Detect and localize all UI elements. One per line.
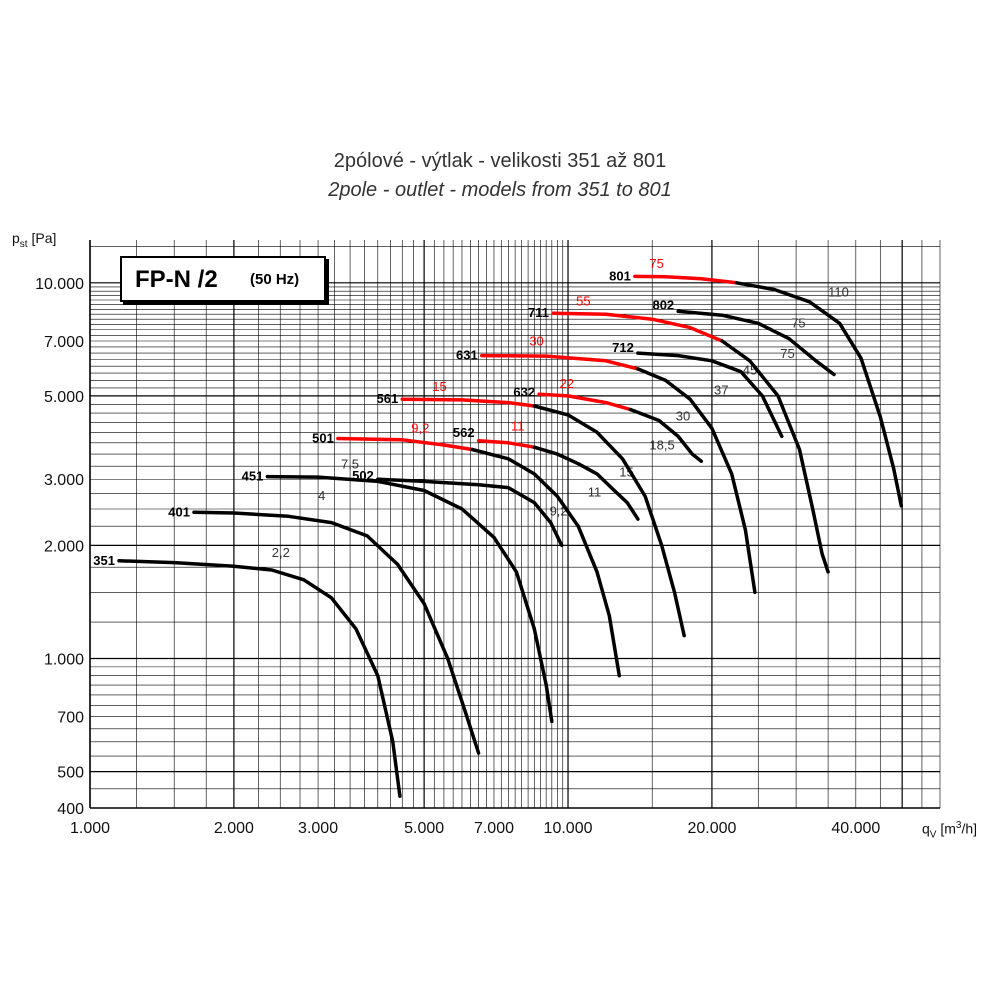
chart-subtitle: 2pole - outlet - models from 351 to 801 [328,179,672,201]
series-curve-501-ext- [470,447,622,678]
model-label: 501 [312,431,334,446]
y-tick-label: 2.000 [44,538,84,555]
series-curve-632-ext- [628,407,704,463]
series-curve-561 [400,397,537,408]
power-label: 30 [676,409,690,424]
series-curve-451 [265,474,554,724]
power-label: 30 [529,334,543,349]
series-curve-711 [551,311,724,343]
power-label: 55 [576,294,590,309]
model-label: 802 [652,298,674,313]
model-label: 401 [168,504,190,519]
x-tick-label: 3.000 [298,820,338,837]
series-curve-631-ext- [636,367,757,595]
y-tick-label: 1.000 [44,651,84,668]
model-label: 562 [453,425,475,440]
y-tick-label: 3.000 [44,472,84,489]
model-label: 632 [513,385,535,400]
x-tick-label: 10.000 [544,820,593,837]
model-label: 451 [242,469,264,484]
power-label: 75 [791,316,805,331]
series-curve-561-ext- [532,404,686,638]
model-label: 561 [377,391,399,406]
power-label: 11 [511,418,525,433]
y-axis-label: pst [Pa] [12,230,57,250]
series-curve-562-ext- [532,445,640,521]
y-tick-label: 7.000 [44,334,84,351]
y-tick-label: 5.000 [44,389,84,406]
series-curve-562 [476,438,537,449]
model-label: 631 [456,348,478,363]
model-label: 801 [609,268,631,283]
series-curve-802 [676,309,836,377]
power-label: 15 [432,379,446,394]
y-tick-label: 700 [57,710,84,727]
model-box-title: FP-N /2 [135,266,218,293]
power-label: 22 [560,376,574,391]
x-tick-label: 1.000 [70,820,110,837]
y-tick-label: 10.000 [35,276,84,293]
model-label: 502 [352,468,374,483]
power-label: 75 [649,256,663,271]
y-tick-label: 400 [57,801,84,818]
power-label: 110 [828,284,849,299]
x-axis-label: qV [m3/h] [922,820,978,841]
series-curve-351 [117,559,402,798]
power-label: 37 [714,382,728,397]
series-curve-401 [192,510,481,755]
power-label: 7,5 [341,457,359,472]
series-curve-712 [636,351,784,439]
power-label: 2,2 [272,545,290,560]
x-tick-label: 5.000 [404,820,444,837]
series-curve-632 [537,392,633,412]
series-curve-801 [633,274,739,285]
x-tick-label: 7.000 [474,820,514,837]
power-label: 4 [318,488,325,503]
series-curve-631 [480,353,640,371]
y-tick-label: 500 [57,765,84,782]
chart-title: 2pólové - výtlak - velikosti 351 až 801 [333,150,667,172]
power-label: 11 [588,484,602,499]
x-tick-label: 2.000 [214,820,254,837]
model-box: FP-N /2 (50 Hz) [120,256,326,302]
series-curve-711-ext- [720,339,830,574]
series-curve-502 [376,477,564,548]
power-label: 18,5 [649,438,674,453]
model-label: 711 [528,305,549,320]
model-box-frequency: (50 Hz) [250,271,300,288]
x-tick-label: 20.000 [687,820,736,837]
x-tick-label: 40.000 [831,820,880,837]
series-curve-501 [336,436,474,452]
model-label: 351 [93,553,115,568]
power-label: 75 [780,346,794,361]
series-curve-801-ext- [734,281,904,508]
model-label: 712 [612,340,634,355]
power-label: 9,2 [411,420,429,435]
